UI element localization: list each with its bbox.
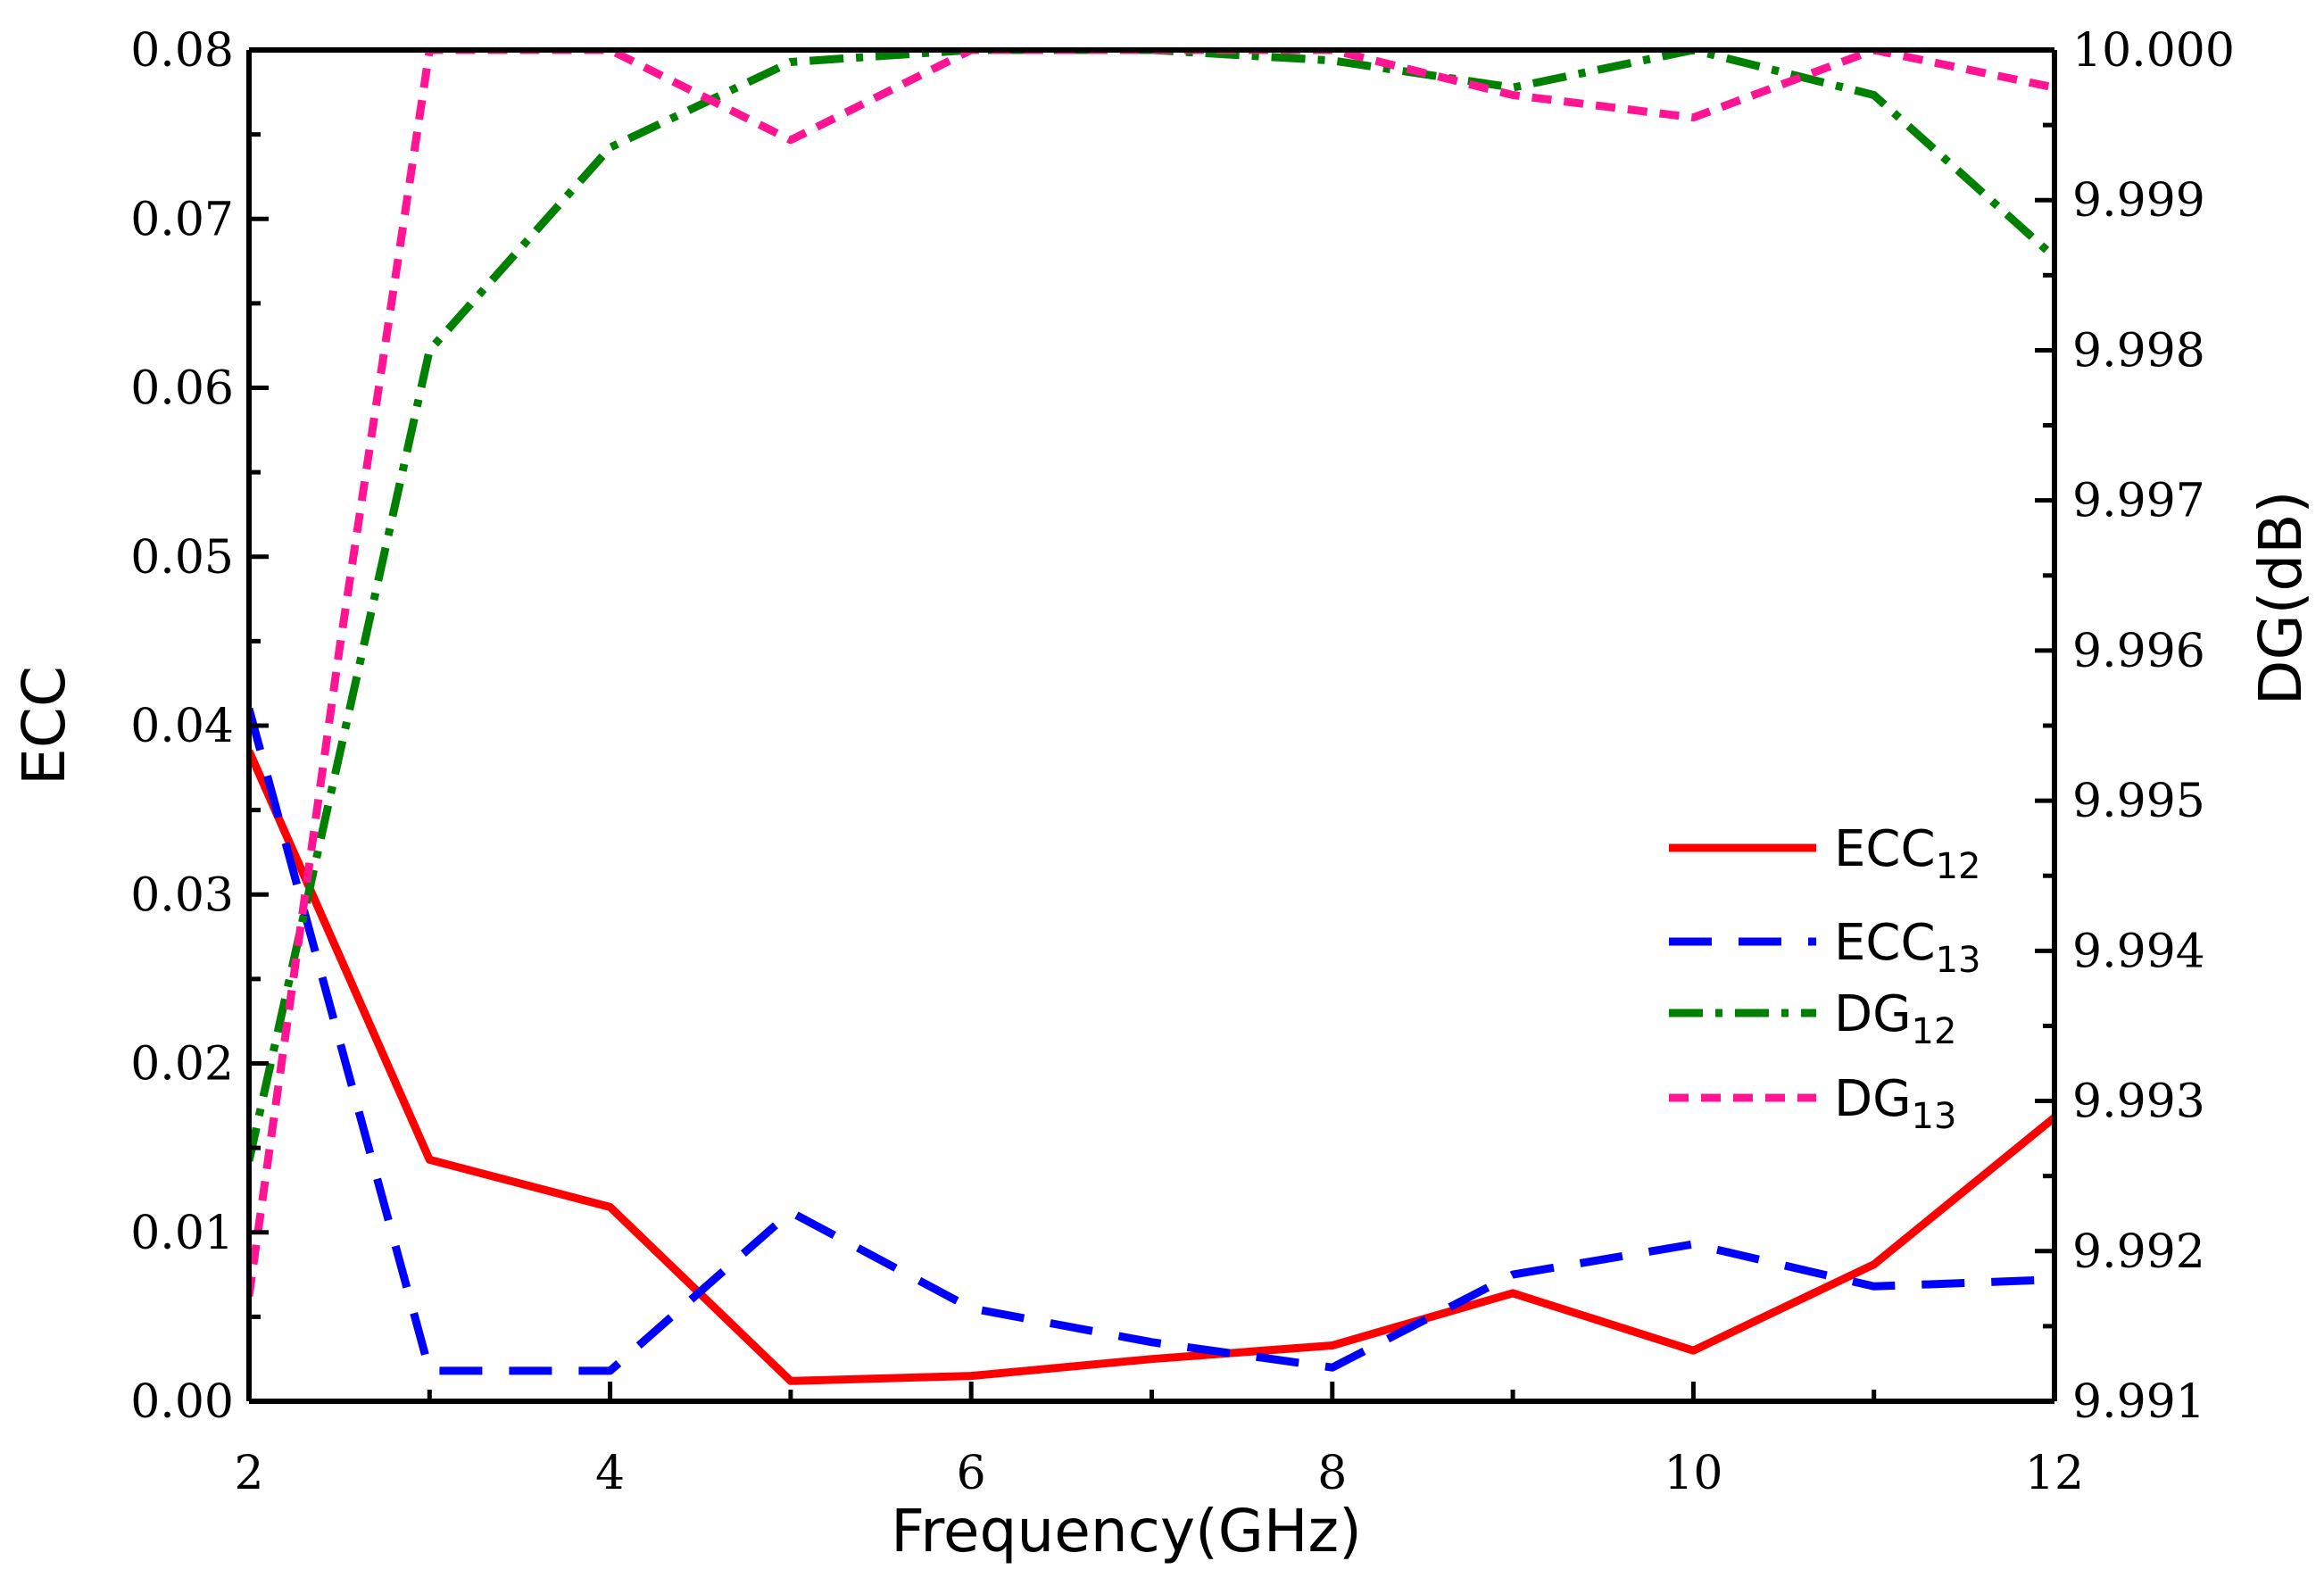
y-left-axis-title: ECC	[10, 666, 79, 785]
series-layer	[249, 50, 2054, 1385]
legend-label-dg13: DG13	[1834, 1070, 1956, 1137]
y-left-tick-label: 0.01	[130, 1207, 234, 1260]
legend-label-ecc12: ECC12	[1834, 820, 1981, 887]
legend-label-ecc13: ECC13	[1834, 914, 1981, 981]
series-line-dg13	[249, 50, 2054, 1297]
x-tick-label: 12	[2025, 1447, 2084, 1500]
y-left-tick-label: 0.06	[130, 362, 234, 416]
y-right-tick-label: 9.991	[2072, 1375, 2205, 1429]
y-right-tick-label: 9.996	[2072, 625, 2205, 678]
y-right-tick-label: 9.994	[2072, 925, 2205, 978]
series-line-dg12	[249, 50, 2054, 1162]
y-left-tick-label: 0.08	[130, 24, 234, 78]
y-left-tick-label: 0.00	[130, 1375, 234, 1429]
x-tick-label: 4	[595, 1447, 625, 1500]
axes-layer	[246, 47, 2057, 1404]
x-tick-label: 10	[1664, 1447, 1722, 1500]
y-left-tick-label: 0.03	[130, 868, 234, 922]
y-left-tick-label: 0.07	[130, 193, 234, 246]
y-right-tick-label: 9.992	[2072, 1225, 2205, 1279]
x-tick-label: 8	[1317, 1447, 1347, 1500]
y-right-tick-label: 9.997	[2072, 475, 2205, 528]
y-left-tick-label: 0.05	[130, 531, 234, 585]
y-left-tick-label: 0.02	[130, 1038, 234, 1092]
y-right-axis-title: DG(dB)	[2246, 491, 2315, 706]
x-tick-label: 6	[957, 1447, 986, 1500]
y-right-tick-label: 9.999	[2072, 174, 2205, 228]
y-right-tick-label: 9.995	[2072, 775, 2205, 828]
series-line-ecc13	[249, 707, 2054, 1375]
y-right-tick-label: 9.993	[2072, 1075, 2205, 1129]
legend-label-dg12: DG12	[1834, 985, 1956, 1052]
series-line-ecc12	[249, 749, 2054, 1385]
x-axis-title: Frequency(GHz)	[891, 1497, 1362, 1565]
x-tick-label: 2	[234, 1447, 263, 1500]
y-right-tick-label: 10.000	[2072, 24, 2235, 78]
y-right-tick-label: 9.998	[2072, 324, 2205, 378]
y-left-tick-label: 0.04	[130, 700, 234, 753]
ticks-layer: 2 4 6 8 10 12 0.00 0.01 0.02 0.03 0.04 0.05 0.06 0.07…	[130, 24, 2235, 1500]
